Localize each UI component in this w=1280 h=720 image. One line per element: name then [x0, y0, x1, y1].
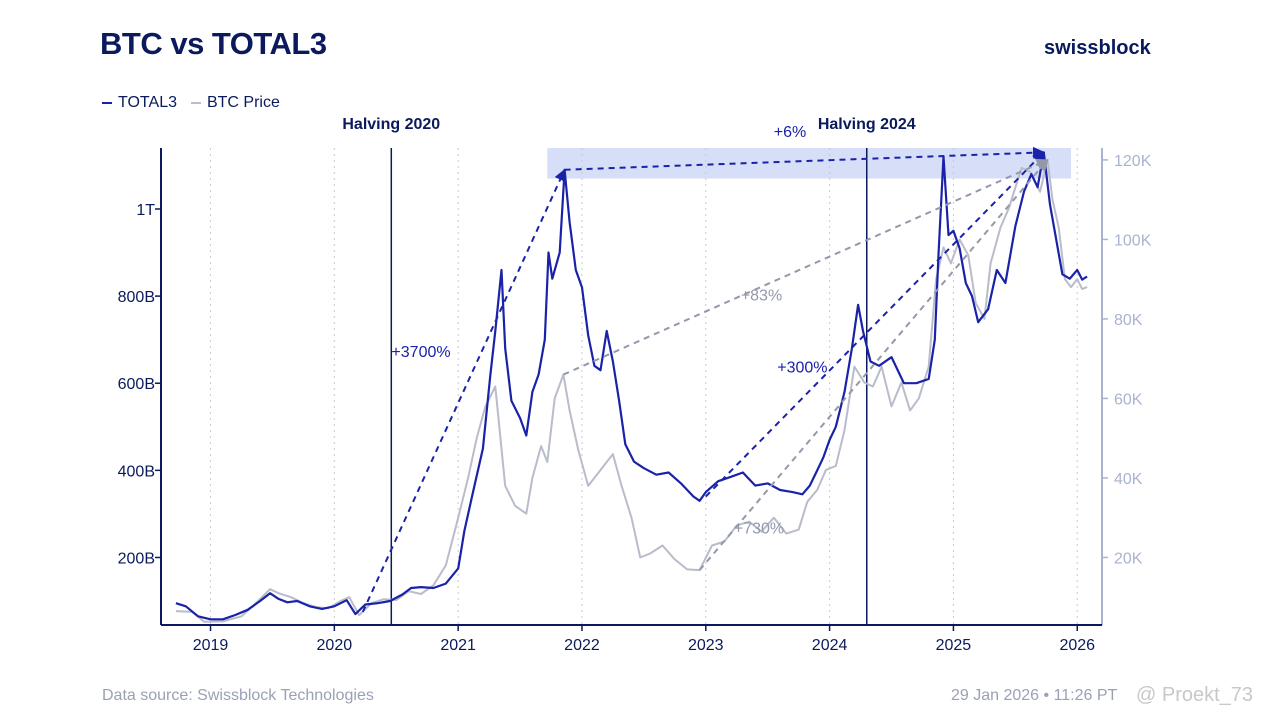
annotation-arrow: [564, 146, 1046, 171]
y-right-tick-label: 40K: [1114, 471, 1143, 488]
timestamp: 29 Jan 2026 • 11:26 PT: [951, 687, 1118, 704]
series-layer: [175, 151, 1088, 623]
series-line-total3: [175, 151, 1088, 621]
y-right-tick-label: 80K: [1114, 312, 1143, 329]
annotation-arrow: [705, 151, 1045, 498]
x-tick-label: 2020: [317, 637, 353, 654]
halving-label: Halving 2020: [342, 116, 440, 133]
x-tick-label: 2021: [440, 637, 476, 654]
legend-swatch-total3: [102, 102, 112, 104]
data-source: Data source: Swissblock Technologies: [102, 687, 374, 704]
axes-layer: 2019 2020 2021 2022 2023 2024 2025 2026 200B 400B…: [118, 148, 1152, 654]
x-tick-label: 2019: [193, 637, 229, 654]
y-left-tick-label: 400B: [118, 463, 155, 480]
y-left-tick-label: 1T: [136, 202, 155, 219]
annotation-label: +300%: [777, 359, 827, 376]
x-tick-label: 2023: [688, 637, 724, 654]
y-left-tick-label: 800B: [118, 289, 155, 306]
legend: TOTAL3 BTC Price: [102, 94, 280, 112]
x-tick-label: 2024: [812, 637, 848, 654]
annotation-label: +6%: [774, 124, 806, 141]
annotation-label: +83%: [741, 287, 782, 304]
brand-logo: swissblock: [1044, 37, 1151, 59]
x-tick-label: 2026: [1059, 637, 1095, 654]
legend-item-total3: TOTAL3: [102, 94, 177, 112]
annotation-arrow: [698, 159, 1049, 571]
y-right-tick-label: 120K: [1114, 153, 1152, 170]
legend-label-btc: BTC Price: [206, 94, 280, 111]
highlight-box-layer: [547, 148, 1072, 179]
y-left-tick-label: 600B: [118, 376, 155, 393]
legend-item-btc: BTC Price: [190, 94, 280, 112]
y-right-tick-label: 60K: [1114, 391, 1143, 408]
annotation-label: +3700%: [391, 344, 450, 361]
halving-layer: Halving 2020 Halving 2024: [342, 116, 916, 625]
legend-label-total3: TOTAL3: [118, 94, 177, 111]
x-tick-label: 2022: [564, 637, 600, 654]
y-right-tick-label: 20K: [1114, 550, 1143, 567]
y-left-tick-label: 200B: [118, 550, 155, 567]
halving-label: Halving 2024: [818, 116, 916, 133]
legend-swatch-btc: [190, 102, 201, 104]
annotation-label: +730%: [734, 521, 784, 538]
annotation-layer: +3700% +300% +6% +83% +730%: [361, 124, 1049, 613]
annotation-arrow: [361, 168, 566, 613]
annotation-arrow: [562, 158, 1049, 376]
grid-layer: [210, 148, 1078, 625]
highlight-box: [547, 148, 1072, 179]
y-right-tick-label: 100K: [1114, 232, 1152, 249]
chart-title: BTC vs TOTAL3: [100, 26, 327, 61]
series-line-btc-price: [175, 158, 1088, 623]
x-tick-label: 2025: [936, 637, 972, 654]
watermark: @ Proekt_73: [1136, 684, 1254, 706]
